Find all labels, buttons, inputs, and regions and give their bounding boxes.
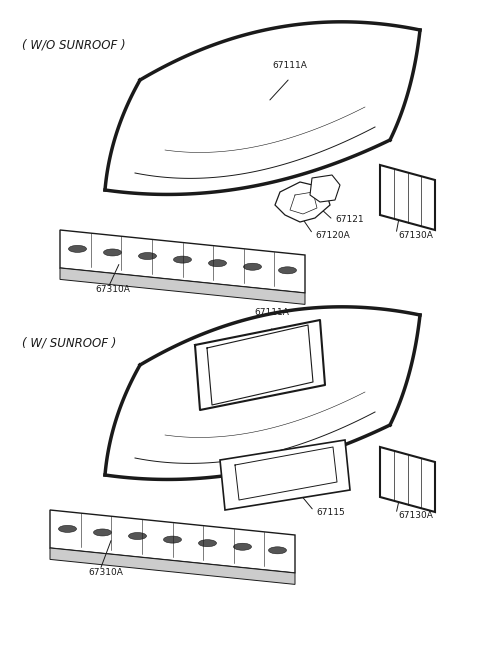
Polygon shape: [310, 175, 340, 202]
Polygon shape: [60, 268, 305, 304]
Ellipse shape: [129, 533, 146, 539]
Ellipse shape: [69, 245, 86, 252]
Ellipse shape: [243, 263, 262, 270]
Polygon shape: [220, 440, 350, 510]
Polygon shape: [235, 447, 337, 500]
Ellipse shape: [139, 252, 156, 260]
Ellipse shape: [208, 260, 227, 267]
Ellipse shape: [268, 547, 287, 554]
Text: 67121: 67121: [335, 215, 364, 224]
Text: 67115: 67115: [316, 508, 345, 517]
Text: 67111A: 67111A: [273, 61, 307, 70]
Polygon shape: [380, 165, 435, 230]
Ellipse shape: [199, 539, 216, 547]
Polygon shape: [275, 182, 330, 222]
Text: 67130A: 67130A: [398, 231, 433, 240]
Text: ( W/O SUNROOF ): ( W/O SUNROOF ): [22, 38, 126, 51]
Text: 67120A: 67120A: [315, 231, 350, 240]
Polygon shape: [105, 307, 420, 480]
Text: ( W/ SUNROOF ): ( W/ SUNROOF ): [22, 336, 116, 349]
Text: 67310A: 67310A: [95, 285, 130, 294]
Ellipse shape: [173, 256, 192, 263]
Polygon shape: [50, 510, 295, 573]
Text: 67310A: 67310A: [88, 568, 123, 577]
Text: 67111A: 67111A: [254, 308, 289, 317]
Ellipse shape: [164, 536, 181, 543]
Ellipse shape: [278, 267, 297, 274]
Polygon shape: [380, 447, 435, 512]
Ellipse shape: [59, 526, 76, 532]
Ellipse shape: [233, 543, 252, 551]
Ellipse shape: [104, 249, 121, 256]
Polygon shape: [195, 320, 325, 410]
Polygon shape: [60, 230, 305, 293]
Ellipse shape: [94, 529, 111, 536]
Text: 67130A: 67130A: [398, 511, 433, 520]
Polygon shape: [105, 22, 420, 194]
Polygon shape: [50, 548, 295, 584]
